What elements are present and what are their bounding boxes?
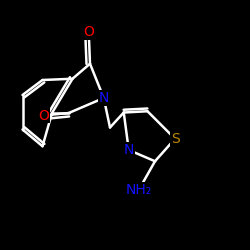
Text: N: N [98,91,109,105]
Text: O: O [83,26,94,40]
Text: NH₂: NH₂ [126,183,152,197]
Text: O: O [38,108,49,122]
Text: N: N [124,143,134,157]
Text: S: S [170,132,179,146]
